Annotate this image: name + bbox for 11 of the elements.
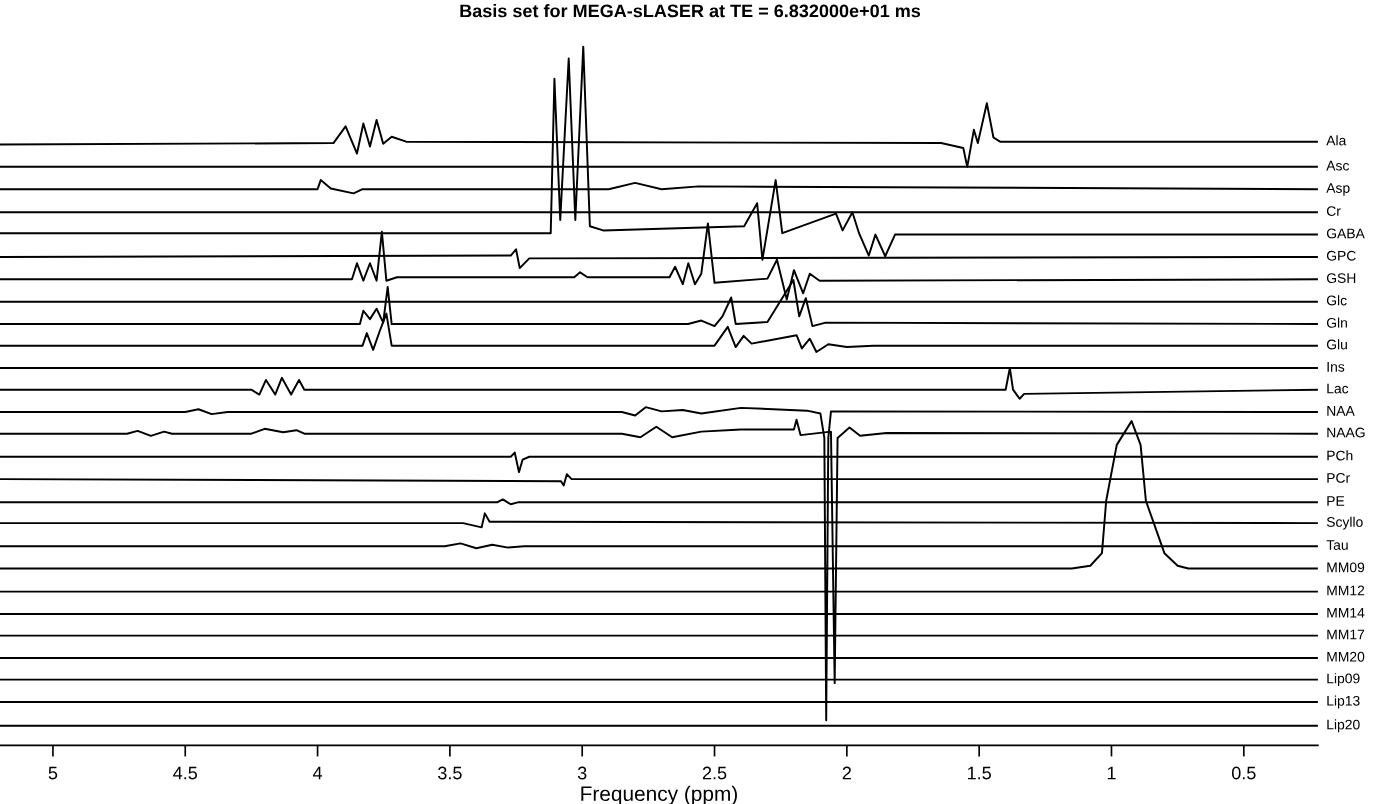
x-tick-label: 4.5 [173, 766, 198, 780]
x-tick-label: 1 [1107, 766, 1116, 780]
x-tick-label: 1.5 [967, 766, 991, 780]
x-tick-label: 3.5 [438, 766, 462, 780]
x-tick-label: 0.5 [1231, 766, 1256, 780]
x-tick-label: 2.5 [702, 766, 727, 780]
x-tick-label: 4 [312, 766, 323, 780]
x-tick-label: 5 [48, 766, 58, 780]
chart-title: Basis set for MEGA-sLASER at TE = 6.832000e+01 ms [460, 4, 921, 18]
x-tick-label: 3 [577, 766, 587, 780]
x-tick-label: 2 [842, 766, 851, 780]
